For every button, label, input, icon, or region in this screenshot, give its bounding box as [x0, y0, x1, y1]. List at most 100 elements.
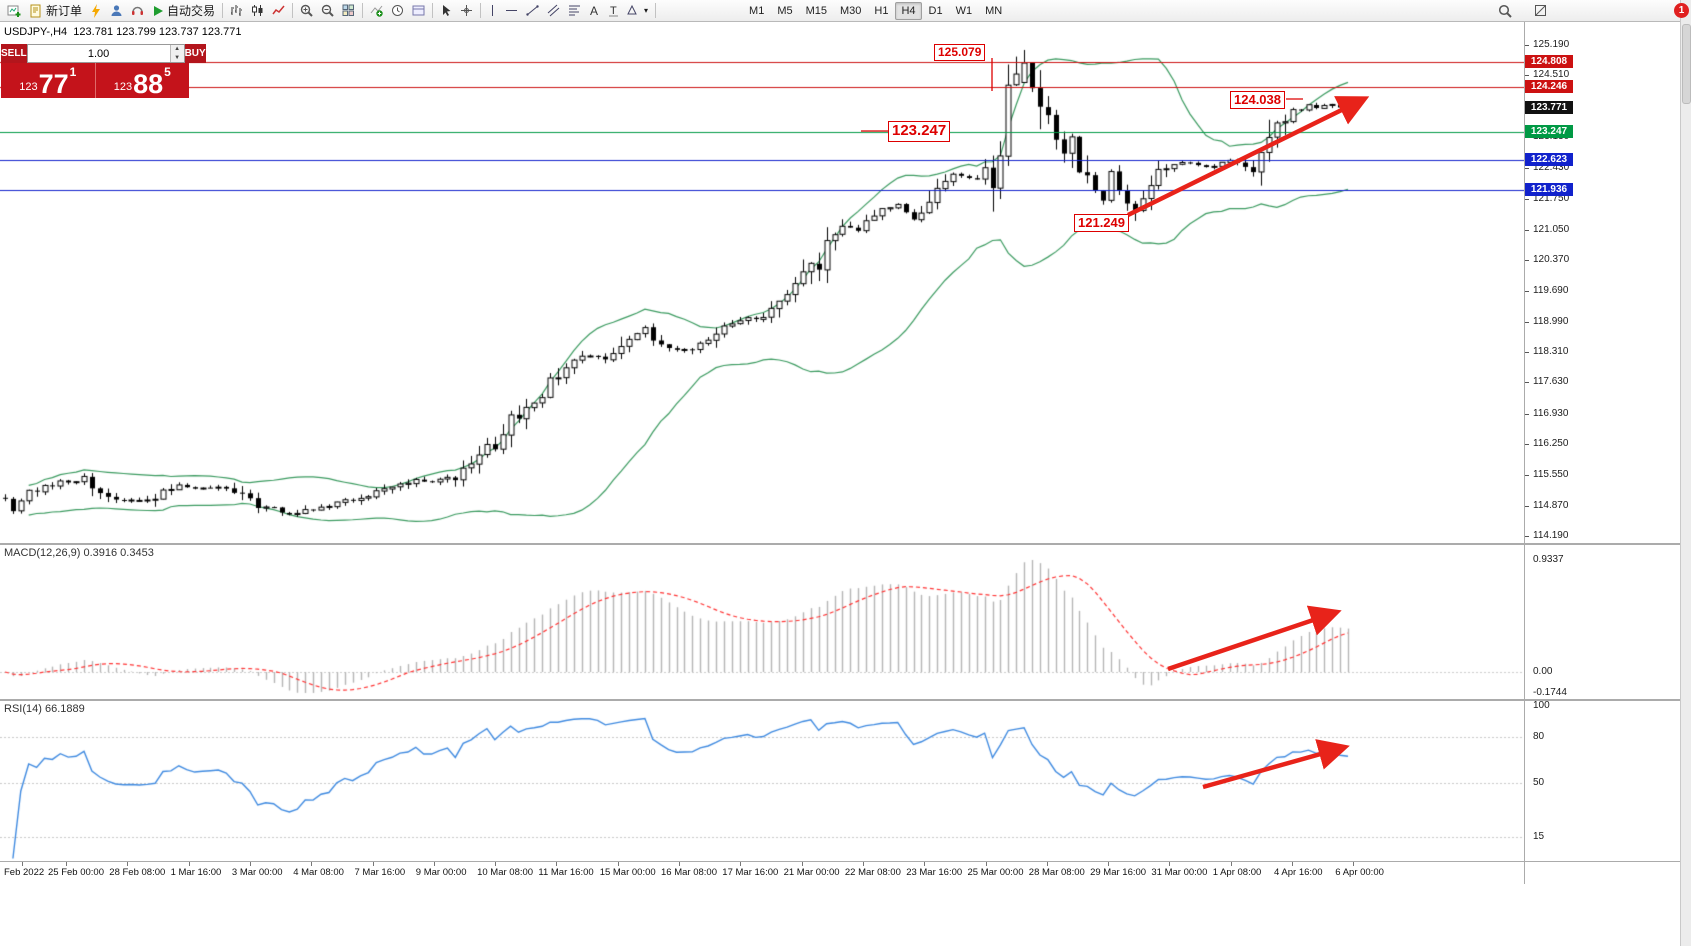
price-label: 117.630	[1533, 376, 1569, 388]
volume-up-button[interactable]: ▲	[170, 45, 184, 54]
symbol-period-label: USDJPY-,H4	[4, 26, 68, 38]
timeframe-m15[interactable]: M15	[805, 4, 828, 17]
time-label: 6 Apr 00:00	[1335, 867, 1384, 878]
timeframe-m30[interactable]: M30	[840, 4, 862, 17]
time-label: 17 Mar 16:00	[722, 867, 779, 878]
search-icon[interactable]	[1494, 1, 1516, 21]
shapes-icon[interactable]: ▾	[623, 1, 652, 21]
chart-title: USDJPY-,H4 123.781 123.799 123.737 123.7…	[4, 26, 242, 38]
price-box: 123.771	[1525, 101, 1573, 115]
price-label: 114.870	[1533, 499, 1569, 511]
tile-windows-icon[interactable]	[338, 1, 359, 21]
time-axis[interactable]: Feb 2022 25 Feb 00:00 28 Feb 08:00 1 Mar 16…	[0, 862, 1524, 884]
volume-down-button[interactable]: ▼	[170, 53, 184, 62]
time-label: 22 Mar 08:00	[844, 867, 901, 878]
time-label: 28 Mar 08:00	[1028, 867, 1085, 878]
macd-panel[interactable]	[0, 545, 1524, 699]
svg-text:A: A	[590, 4, 598, 17]
rsi-panel[interactable]	[0, 701, 1524, 861]
crosshair-icon[interactable]	[456, 1, 477, 21]
support-icon[interactable]	[127, 1, 148, 21]
toolbar-separator	[292, 3, 294, 18]
rsi-axis-label: 15	[1533, 830, 1545, 842]
price-label: 120.370	[1533, 254, 1570, 266]
autotrade-button[interactable]: 自动交易	[148, 1, 219, 21]
ask-pip-digit: 5	[164, 65, 171, 79]
toolbar-separator	[432, 3, 434, 18]
price-callout: 121.249	[1074, 214, 1129, 233]
notification-badge[interactable]: 1	[1674, 3, 1689, 18]
indicators-icon[interactable]	[366, 1, 387, 21]
macd-label: MACD(12,26,9) 0.3916 0.3453	[4, 547, 154, 559]
time-label: 11 Mar 16:00	[538, 867, 594, 878]
volume-input[interactable]	[27, 45, 170, 62]
timeframe-h4[interactable]: H4	[895, 1, 922, 20]
timeframe-m5[interactable]: M5	[777, 4, 793, 17]
price-label: 118.990	[1533, 315, 1569, 327]
macd-axis-label: -0.1744	[1533, 687, 1567, 698]
price-box: 122.623	[1525, 152, 1573, 166]
sell-button[interactable]: SELL	[1, 44, 27, 63]
vertical-scrollbar[interactable]	[1680, 0, 1691, 946]
price-box: 124.808	[1525, 55, 1573, 69]
text-label-icon[interactable]: T	[604, 1, 623, 21]
bid-pip-digit: 1	[69, 65, 77, 79]
price-label: 121.050	[1533, 223, 1570, 235]
timeframe-h1[interactable]: H1	[874, 4, 889, 17]
equidistant-channel-icon[interactable]	[543, 1, 564, 21]
candles-chart-icon[interactable]	[247, 1, 268, 21]
price-label: 116.930	[1533, 407, 1569, 419]
new-order-button[interactable]: 新订单	[25, 1, 86, 21]
line-chart-icon[interactable]	[268, 1, 289, 21]
time-label: 10 Mar 08:00	[477, 867, 534, 878]
bid-prefix: 123	[19, 81, 38, 93]
time-label: 25 Feb 00:00	[48, 867, 104, 878]
trendline-icon[interactable]	[522, 1, 543, 21]
svg-text:T: T	[610, 5, 617, 17]
panel-separator[interactable]	[0, 699, 1680, 701]
time-label: 31 Mar 00:00	[1151, 867, 1208, 878]
timeframe-w1[interactable]: W1	[955, 4, 973, 17]
price-box: 121.936	[1525, 183, 1573, 197]
profile-icon[interactable]	[106, 1, 127, 21]
time-label: 23 Mar 16:00	[906, 867, 963, 878]
timeframe-d1[interactable]: D1	[928, 4, 943, 17]
bid-price-box[interactable]: 123 77 1	[1, 63, 95, 98]
buy-button[interactable]: BUY	[184, 44, 206, 63]
toolbar-separator	[222, 3, 224, 18]
ask-price-box[interactable]: 123 88 5	[94, 63, 189, 98]
price-axis[interactable]: 125.190124.510123.130122.430121.750121.0…	[1525, 22, 1680, 884]
favorites-icon[interactable]	[86, 1, 106, 21]
ohlc-values: 123.781 123.799 123.737 123.771	[73, 26, 242, 38]
vertical-line-icon[interactable]	[484, 1, 501, 21]
toolbar-separator	[655, 3, 657, 18]
timeframe-mn[interactable]: MN	[985, 4, 1003, 17]
time-label: 9 Mar 00:00	[415, 867, 467, 878]
timeframe-m1[interactable]: M1	[749, 4, 765, 17]
rsi-axis-label: 100	[1533, 700, 1550, 711]
objects-list-icon[interactable]	[1530, 1, 1551, 21]
ask-prefix: 123	[113, 81, 133, 93]
fibonacci-icon[interactable]	[564, 1, 585, 21]
text-icon[interactable]: A	[585, 1, 604, 21]
macd-axis-label: 0.00	[1533, 666, 1553, 677]
zoom-out-icon[interactable]	[317, 1, 338, 21]
toolbar-separator	[362, 3, 364, 18]
toolbar: 新订单 自动交易 A T ▾ M1 M5 M15 M30 H1 H4 D1 W1 MN	[0, 0, 1691, 22]
panel-separator[interactable]	[0, 543, 1680, 545]
zoom-in-icon[interactable]	[296, 1, 317, 21]
bars-chart-icon[interactable]	[226, 1, 247, 21]
main-chart[interactable]	[0, 22, 1524, 543]
panel-separator	[0, 861, 1680, 862]
horizontal-line-icon[interactable]	[501, 1, 522, 21]
templates-icon[interactable]	[408, 1, 429, 21]
time-label: 4 Mar 08:00	[293, 867, 344, 878]
periods-icon[interactable]	[387, 1, 408, 21]
cursor-icon[interactable]	[436, 1, 456, 21]
new-chart-icon[interactable]	[3, 1, 25, 21]
scrollbar-thumb[interactable]	[1682, 24, 1691, 104]
price-callout: 125.079	[934, 44, 986, 61]
rsi-axis-label: 50	[1533, 777, 1545, 788]
time-label: 4 Apr 16:00	[1274, 867, 1323, 878]
